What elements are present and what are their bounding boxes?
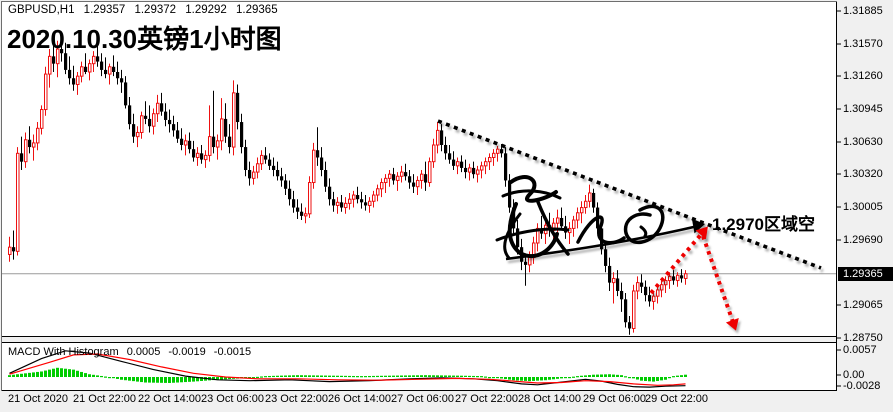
macd-panel-bottom-border [2, 390, 836, 391]
current-price-tag: 1.29365 [838, 267, 893, 281]
macd-scale-label: -0.0028 [843, 380, 881, 392]
window-border-top [1, 1, 837, 2]
chart-header-line: GBPUSD,H1 1.29357 1.29372 1.29292 1.2936… [8, 4, 284, 16]
macd-scale-label: 0.0057 [843, 344, 877, 356]
axis-ticks-layer [836, 10, 841, 387]
price-tick-label: 1.31885 [843, 5, 883, 17]
symbol-period-label: GBPUSD,H1 [8, 4, 75, 16]
time-tick-label: 23 Oct 06:00 [201, 393, 264, 405]
macd-panel-top-border[interactable] [2, 342, 836, 343]
indicator-value-3: -0.0015 [213, 346, 252, 358]
time-tick-label: 27 Oct 06:00 [391, 393, 454, 405]
main-chart-panel [2, 2, 836, 336]
price-tick-label: 1.31260 [843, 70, 883, 82]
price-tick-label: 1.29690 [843, 234, 883, 246]
close-value: 1.29365 [236, 4, 278, 16]
time-tick-label: 21 Oct 2020 [8, 393, 68, 405]
time-tick-label: 23 Oct 22:00 [265, 393, 328, 405]
signature-watermark [495, 175, 665, 260]
time-tick-label: 22 Oct 14:00 [138, 393, 201, 405]
price-tick-label: 1.28750 [843, 332, 883, 344]
indicator-label-line: MACD With Histogram 0.0005 -0.0019 -0.00… [8, 346, 256, 358]
chart-title: 2020.10.30英镑1小时图 [7, 24, 282, 54]
time-tick-label: 28 Oct 14:00 [518, 393, 581, 405]
indicator-value-2: -0.0019 [168, 346, 206, 358]
time-tick-label: 27 Oct 22:00 [455, 393, 518, 405]
time-tick-label: 29 Oct 06:00 [583, 393, 646, 405]
time-tick-label: 26 Oct 14:00 [328, 393, 391, 405]
high-value: 1.29372 [134, 4, 177, 16]
candles-layer [8, 33, 688, 335]
price-tick-label: 1.29065 [843, 299, 883, 311]
open-value: 1.29357 [83, 4, 126, 16]
low-value: 1.29292 [185, 4, 227, 16]
trade-annotation-label[interactable]: 1.2970区域空 [712, 215, 815, 234]
price-tick-label: 1.30630 [843, 136, 883, 148]
indicator-name: MACD With Histogram [8, 346, 119, 358]
macd-indicator-layer [8, 350, 687, 388]
price-tick-label: 1.30945 [843, 103, 883, 115]
price-tick-label: 1.31570 [843, 38, 883, 50]
annotation-drawings-layer[interactable] [437, 119, 822, 331]
indicator-value-1: 0.0005 [126, 346, 161, 358]
window-border-left [1, 1, 2, 391]
time-tick-label: 21 Oct 22:00 [73, 393, 136, 405]
macd-scale-label: 0.00 [843, 369, 865, 381]
price-tick-label: 1.30320 [843, 168, 883, 180]
panel-separator-top[interactable] [2, 336, 836, 337]
price-tick-label: 1.30005 [843, 201, 883, 213]
price-scale-border [836, 2, 837, 391]
time-tick-label: 29 Oct 22:00 [645, 393, 708, 405]
